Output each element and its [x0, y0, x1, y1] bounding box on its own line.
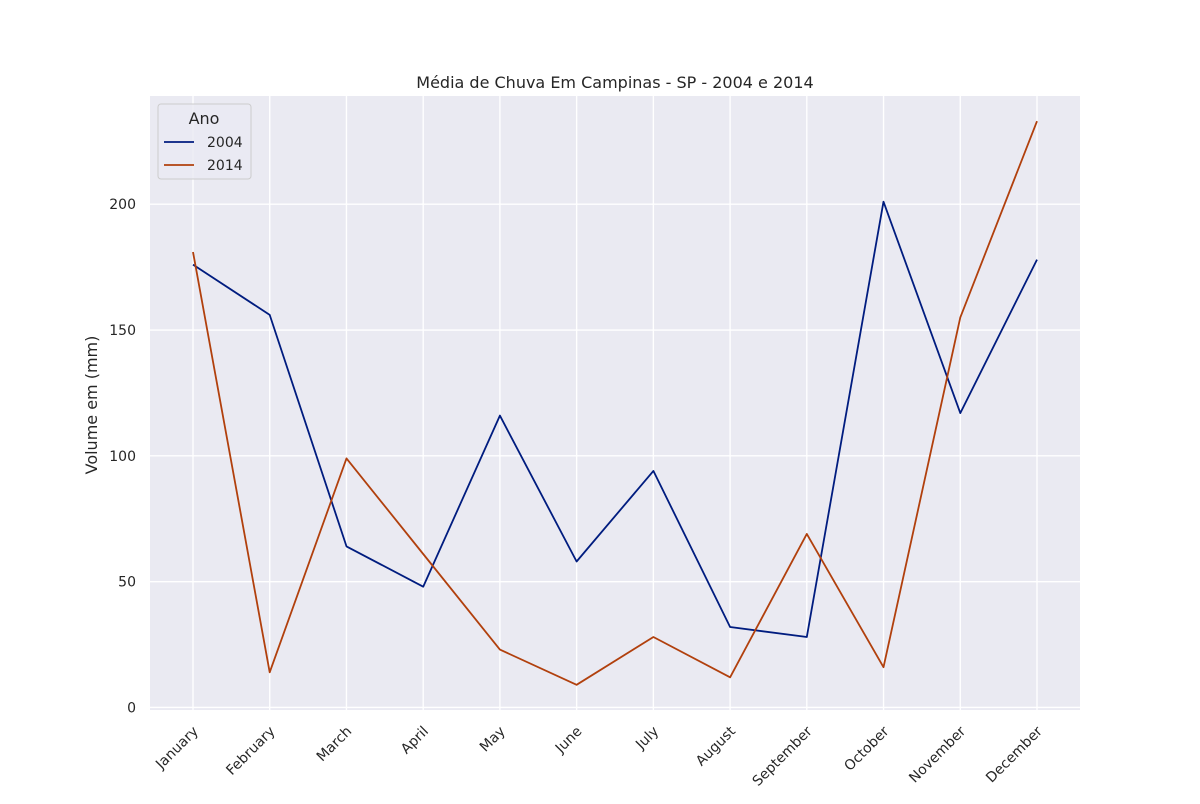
x-tick-label: April [398, 724, 432, 758]
legend[interactable]: Ano 2004 2014 [157, 103, 252, 180]
y-tick-label: 150 [109, 323, 136, 339]
x-tick-label: October [841, 723, 892, 774]
legend-entries: 2004 2014 [164, 135, 243, 174]
y-axis-ticks: 0 50 100 150 200 [109, 197, 136, 716]
x-axis-ticks: January February March April May June July Augu… [152, 723, 1046, 789]
y-tick-label: 50 [118, 575, 136, 591]
x-tick-label: November [906, 723, 969, 786]
y-tick-label: 100 [109, 449, 136, 465]
x-tick-label: January [152, 724, 202, 774]
x-tick-label: September [750, 723, 816, 789]
series-lines [192, 120, 1038, 686]
plot-area [150, 96, 1080, 710]
y-axis-label: Volume em (mm) [82, 336, 101, 475]
series-line-2014 [192, 120, 1038, 686]
legend-box [157, 103, 252, 180]
chart-title: Média de Chuva Em Campinas - SP - 2004 e… [416, 73, 813, 92]
x-tick-label: August [693, 723, 739, 769]
x-tick-label: December [983, 723, 1046, 786]
series-line-2004 [192, 200, 1038, 638]
y-tick-label: 200 [109, 197, 136, 213]
x-tick-label: May [477, 724, 509, 756]
y-tick-label: 0 [127, 700, 136, 716]
x-tick-label: February [223, 724, 278, 779]
legend-label-2014: 2014 [207, 158, 243, 174]
legend-title: Ano [189, 109, 220, 128]
x-tick-label: March [314, 724, 355, 765]
legend-label-2004: 2004 [207, 135, 243, 151]
x-tick-label: July [632, 724, 662, 754]
x-tick-label: June [552, 724, 586, 758]
grid-lines [150, 96, 1080, 710]
